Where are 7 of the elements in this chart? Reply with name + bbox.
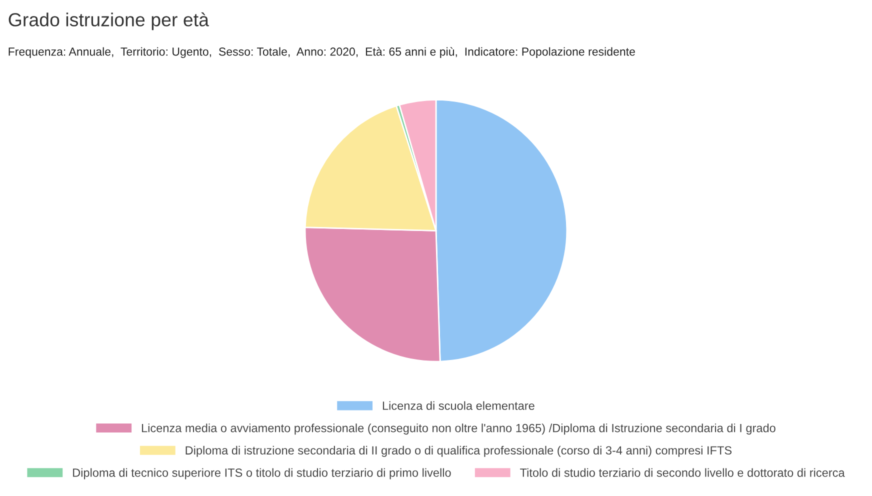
- legend-label: Diploma di tecnico superiore ITS o titolo di studio terziario di primo livello: [73, 468, 451, 480]
- legend-label: Licenza di scuola elementare: [382, 401, 534, 410]
- chart-title: Grado istruzione per età: [8, 12, 209, 30]
- chart-subtitle: Frequenza: Annuale, Territorio: Ugento, Sesso: Totale, Anno: 2020, Età: 65 anni e più, Indicatore: Popolazione residente: [8, 47, 635, 58]
- legend-label: Titolo di studio terziario di secondo livello e dottorato di ricerca: [520, 468, 845, 477]
- legend-label: Diploma di istruzione secondaria di II grado o di qualifica professionale (corso di 3-4 anni) compresi IFTS: [186, 446, 732, 457]
- legend-label: Licenza media o avviamento professionale (conseguito non oltre l'anno 1965) /Diploma di Istruzione secondaria di I grado: [142, 424, 776, 435]
